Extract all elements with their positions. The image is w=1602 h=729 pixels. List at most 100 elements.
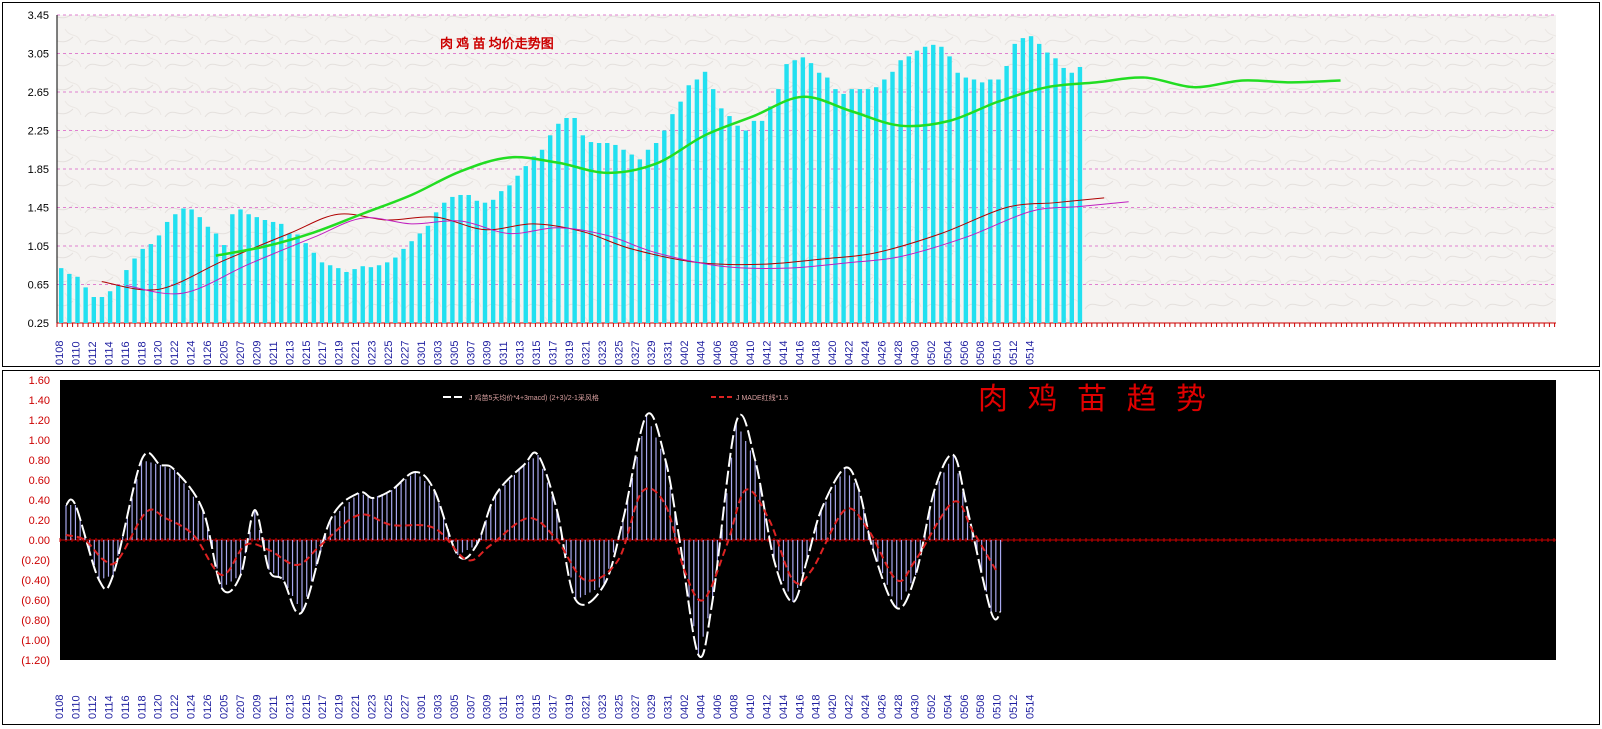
x-tick-label: 0114 [103,341,115,365]
x-tick-label: 0406 [712,341,724,365]
price-bar [947,56,952,323]
price-bar [238,209,243,323]
x-tick-label: 0418 [811,341,823,365]
price-bar [385,262,390,323]
x-tick-label: 0319 [564,341,576,365]
y-tick-label: (0.80) [21,615,50,627]
price-bar [295,234,300,323]
price-bar [735,125,740,323]
price-bar [922,46,928,323]
x-tick-label: 0430 [909,695,921,719]
price-bar [1069,72,1074,323]
x-tick-label: 0213 [284,695,296,719]
x-tick-label: 0225 [383,695,395,719]
x-tick-label: 0404 [696,341,708,365]
x-tick-label: 0422 [844,695,856,719]
price-bar [711,89,716,323]
price-bar [140,248,145,323]
price-bar [1020,38,1026,323]
x-tick-label: 0426 [877,695,889,719]
x-tick-label: 0221 [350,341,362,365]
price-bar [401,248,406,323]
price-bar [719,108,724,323]
x-tick-label: 0315 [531,341,543,365]
trend-chart-svg: 1.60 1.40 1.20 1.00 0.80 0.60 0.40 0.20 0.00 (0.2… [21,375,1556,719]
price-bar [515,175,520,323]
x-tick-label: 0108 [54,695,66,719]
price-bar [702,71,708,323]
price-bar [67,273,72,323]
price-bar [99,297,105,323]
price-bar [148,244,154,323]
x-tick-label: 0329 [646,341,658,365]
x-tick-label: 0207 [235,695,247,719]
x-tick-label: 0301 [416,695,428,719]
y-tick-label: (1.00) [21,635,50,647]
price-bar [556,123,561,323]
chart-title: 肉 鸡 苗 趋 势 [978,383,1212,416]
x-tick-label: 0215 [301,695,313,719]
x-tick-label: 0329 [646,695,658,719]
price-bar [939,46,944,323]
price-bar [833,89,838,323]
price-bar [246,214,251,323]
price-bar [1077,66,1083,323]
x-tick-label: 0504 [942,695,954,719]
x-tick-label: 0301 [416,341,428,365]
ma-line-green [215,76,1341,257]
price-bar [792,60,797,324]
x-tick-label: 0315 [531,695,543,719]
x-tick-label: 0317 [548,695,560,719]
y-tick-label: 1.60 [29,375,50,387]
y-tick-label: 0.65 [28,280,49,292]
price-bar [1028,36,1034,324]
x-tick-label: 0221 [350,695,362,719]
x-tick-label: 0307 [465,695,477,719]
x-tick-label: 0420 [827,695,839,719]
price-bar [605,143,610,323]
price-bar [727,116,732,323]
price-bar [409,241,414,323]
price-bar [751,120,757,323]
price-bar [637,159,643,323]
x-tick-label: 0418 [811,695,823,719]
x-tick-label: 0120 [153,695,165,719]
y-tick-label: (1.20) [21,655,50,667]
x-tick-label: 0426 [877,341,889,365]
x-tick-label: 0331 [663,695,675,719]
x-tick-label: 0412 [761,695,773,719]
x-tick-label: 0219 [334,341,346,365]
y-tick-label: 1.85 [28,164,49,176]
x-tick-label: 0207 [235,341,247,365]
x-tick-label: 0120 [153,341,165,365]
y-tick-label: 0.25 [28,318,49,330]
x-tick-label: 0325 [613,695,625,719]
price-bar [898,60,903,324]
x-tick-label: 0223 [367,341,379,365]
price-bar [270,221,276,323]
y-tick-label: 0.00 [29,535,50,547]
price-bar [988,79,993,323]
price-bar [979,82,985,323]
price-bar [645,149,651,323]
x-tick-label: 0327 [630,341,642,365]
x-tick-label: 0325 [613,341,625,365]
y-tick-label: (0.60) [21,595,50,607]
x-tick-label: 0227 [399,341,411,365]
x-tick-label: 0303 [432,341,444,365]
x-tick-label: 0506 [959,695,971,719]
y-tick-label: 3.05 [28,49,49,61]
y-tick-label: 1.40 [29,395,50,407]
price-bar [287,233,292,323]
x-tick-label: 0116 [120,695,132,719]
legend-label-white: J 鸡苗5天均价*4+3macd) (2+3)/2-1采风格 [469,393,599,402]
x-tick-label: 0307 [465,341,477,365]
x-tick-label: 0313 [515,695,527,719]
price-bar [393,257,398,323]
x-tick-label: 0118 [136,341,148,365]
price-bar [230,214,235,323]
price-bar [1061,67,1066,323]
x-tick-label: 0402 [679,341,691,365]
price-bar [254,217,259,323]
x-tick-label: 0311 [498,695,510,719]
